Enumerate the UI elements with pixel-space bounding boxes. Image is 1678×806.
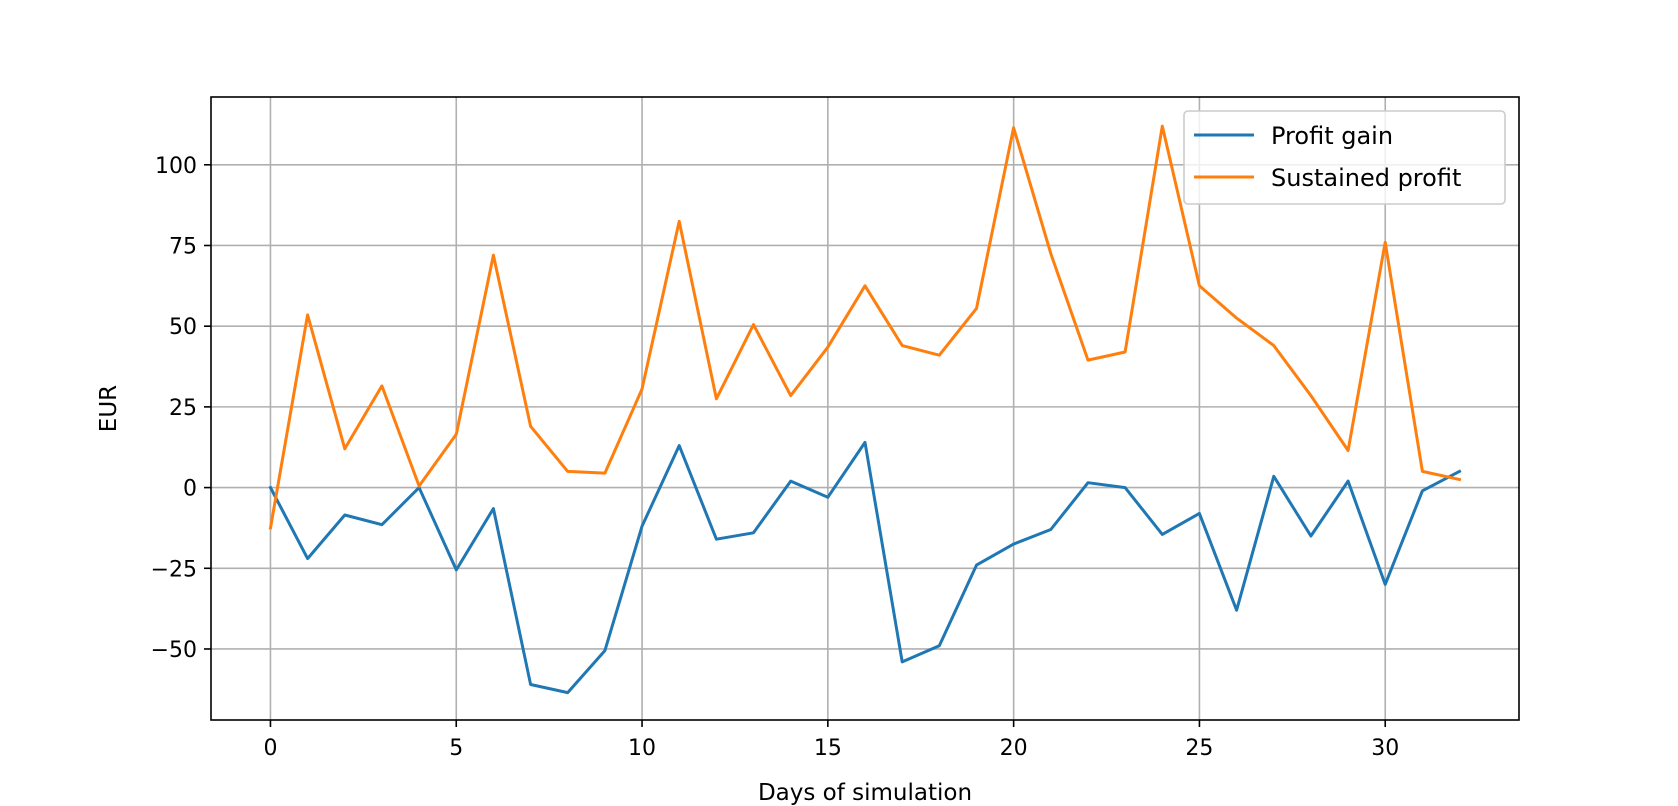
y-tick-label: 0 [183,477,197,502]
x-tick-label: 20 [1000,736,1028,761]
legend: Profit gain Sustained profit [1183,110,1506,205]
legend-label: Profit gain [1271,122,1393,150]
y-axis-label: EUR [96,385,122,432]
y-tick-label: 100 [155,154,197,179]
y-axis-ticks: −50 −25 0 25 50 75 100 [151,154,211,663]
y-tick-label: −50 [151,638,197,663]
legend-box [1183,110,1506,205]
x-axis-ticks: 0 5 10 15 20 25 30 [263,720,1399,761]
y-tick-label: 50 [169,315,197,340]
x-tick-label: 25 [1185,736,1213,761]
x-tick-label: 30 [1371,736,1399,761]
x-axis-label: Days of simulation [758,780,972,806]
x-tick-label: 10 [628,736,656,761]
y-tick-label: −25 [151,557,197,582]
grid-lines [211,97,1519,720]
y-tick-label: 25 [169,396,197,421]
legend-label: Sustained profit [1271,164,1461,192]
y-tick-label: 75 [169,234,197,259]
series-line-1 [268,124,1462,530]
plot-frame [210,96,1520,721]
series-lines [268,124,1462,695]
x-tick-label: 15 [814,736,842,761]
series-line-0 [268,440,1462,695]
x-tick-label: 5 [449,736,463,761]
x-tick-label: 0 [263,736,277,761]
